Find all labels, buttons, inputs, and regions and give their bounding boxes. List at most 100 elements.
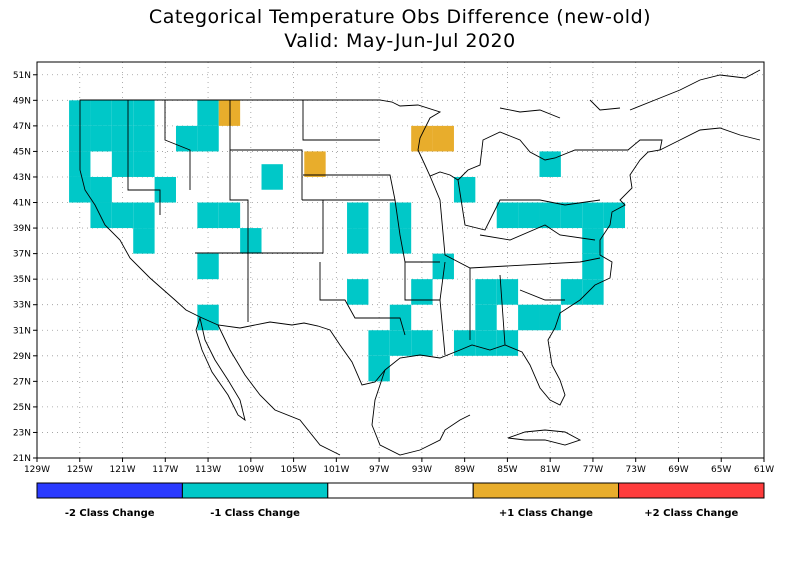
lon-tick-label: 105W xyxy=(281,465,307,475)
cell-minus1 xyxy=(496,202,519,229)
cell-minus1 xyxy=(90,176,112,203)
lon-tick-label: 89W xyxy=(454,465,474,475)
lon-tick-label: 121W xyxy=(109,465,135,475)
cell-minus1 xyxy=(582,202,604,229)
cell-minus1 xyxy=(389,228,412,254)
cell-minus1 xyxy=(69,176,91,203)
cell-minus1 xyxy=(197,253,219,280)
cell-minus1 xyxy=(111,125,134,152)
cell-minus1 xyxy=(518,304,540,331)
cell-minus1 xyxy=(240,228,262,254)
cell-minus1 xyxy=(582,228,604,254)
cell-minus1 xyxy=(175,125,198,152)
cell-minus1 xyxy=(389,304,412,331)
lon-tick-label: 97W xyxy=(369,465,389,475)
legend-swatch xyxy=(618,482,765,499)
lon-tick-label: 81W xyxy=(540,465,560,475)
cell-minus1 xyxy=(218,202,241,229)
legend: -2 Class Change -1 Class Change +1 Class C… xyxy=(36,482,765,519)
lat-tick-label: 45N xyxy=(13,147,31,157)
lon-tick-label: 129W xyxy=(24,465,50,475)
cell-minus1 xyxy=(411,330,433,356)
legend-swatch xyxy=(181,482,329,499)
map-frame xyxy=(36,61,765,459)
lat-tick-label: 29N xyxy=(13,352,31,362)
cell-minus1 xyxy=(197,202,219,229)
legend-label: -1 Class Change xyxy=(210,508,300,519)
cell-plus1 xyxy=(218,100,241,126)
lat-tick-label: 49N xyxy=(13,96,31,106)
cell-minus1 xyxy=(475,279,497,305)
cell-minus1 xyxy=(496,279,519,305)
cell-minus1 xyxy=(560,202,583,229)
mexico-coast xyxy=(217,324,471,456)
cell-minus1 xyxy=(90,100,112,126)
cell-minus1 xyxy=(603,202,626,229)
cell-minus1 xyxy=(133,100,155,126)
legend-swatch xyxy=(36,482,183,499)
cell-minus1 xyxy=(475,330,497,356)
lon-tick-label: 69W xyxy=(668,465,688,475)
cell-minus1 xyxy=(133,125,155,152)
cuba-outline xyxy=(507,429,582,446)
cell-minus1 xyxy=(197,304,219,331)
lat-tick-label: 25N xyxy=(13,403,31,413)
lat-tick-label: 23N xyxy=(13,428,31,438)
lon-tick-label: 101W xyxy=(323,465,349,475)
cell-minus1 xyxy=(411,279,433,305)
lon-tick-label: 77W xyxy=(583,465,603,475)
cell-minus1 xyxy=(389,202,412,229)
legend-swatch xyxy=(327,482,474,499)
cell-minus1 xyxy=(90,125,112,152)
cell-minus1 xyxy=(582,253,604,280)
cell-minus1 xyxy=(347,202,369,229)
lat-tick-label: 33N xyxy=(13,301,31,311)
cell-minus1 xyxy=(133,202,155,229)
cell-minus1 xyxy=(389,330,412,356)
lat-tick-label: 43N xyxy=(13,173,31,183)
cell-minus1 xyxy=(347,279,369,305)
cell-minus1 xyxy=(539,151,561,177)
lat-tick-label: 39N xyxy=(13,224,31,234)
cell-minus1 xyxy=(475,304,497,331)
cell-minus1 xyxy=(453,330,476,356)
cell-minus1 xyxy=(197,100,219,126)
cell-minus1 xyxy=(453,176,476,203)
cell-plus1 xyxy=(411,125,433,152)
lon-tick-label: 61W xyxy=(754,465,774,475)
lat-tick-label: 47N xyxy=(13,122,31,132)
baja-outline xyxy=(195,316,246,422)
lat-tick-label: 37N xyxy=(13,250,31,260)
cell-minus1 xyxy=(518,202,540,229)
lat-tick-label: 31N xyxy=(13,326,31,336)
boundary-lines xyxy=(79,69,761,456)
cell-minus1 xyxy=(111,151,134,177)
lon-tick-label: 125W xyxy=(67,465,93,475)
lon-tick-label: 73W xyxy=(626,465,646,475)
cell-minus1 xyxy=(133,228,155,254)
lon-tick-label: 109W xyxy=(238,465,264,475)
lon-tick-label: 85W xyxy=(497,465,517,475)
axis-ticks: 129W 125W 121W 117W 113W 109W 105W 101W 97W 93W 89… xyxy=(13,71,774,475)
cell-minus1 xyxy=(111,202,134,229)
map-subtitle: Valid: May-Jun-Jul 2020 xyxy=(284,30,516,52)
cell-minus1 xyxy=(539,304,561,331)
cell-minus1 xyxy=(261,164,283,190)
legend-label: +1 Class Change xyxy=(499,508,593,519)
lon-tick-label: 117W xyxy=(152,465,178,475)
cell-minus1 xyxy=(347,228,369,254)
cell-minus1 xyxy=(368,355,390,382)
legend-label: -2 Class Change xyxy=(65,508,155,519)
cell-plus1 xyxy=(432,125,454,152)
lat-tick-label: 35N xyxy=(13,275,31,285)
lat-tick-label: 27N xyxy=(13,377,31,387)
cell-minus1 xyxy=(90,202,112,229)
lat-tick-label: 41N xyxy=(13,199,31,209)
cell-minus1 xyxy=(111,100,134,126)
cell-minus1 xyxy=(539,202,561,229)
legend-label: +2 Class Change xyxy=(644,508,738,519)
difference-cells xyxy=(69,100,626,382)
cell-minus1 xyxy=(560,279,583,305)
cell-minus1 xyxy=(197,125,219,152)
